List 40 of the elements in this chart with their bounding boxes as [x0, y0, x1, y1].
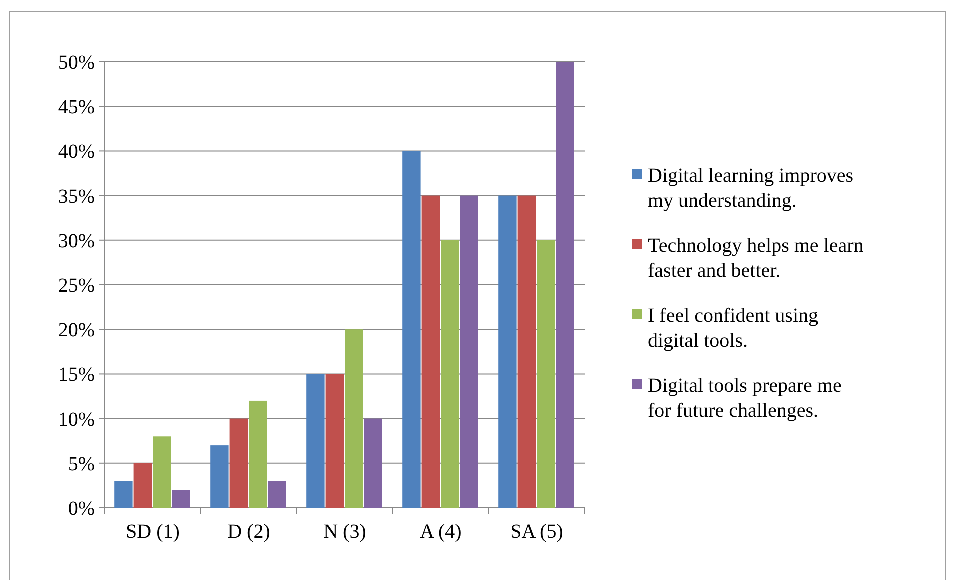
bar: [364, 418, 382, 508]
y-tick-label: 5%: [68, 453, 95, 476]
y-tick-label: 50%: [58, 52, 95, 74]
y-tick-label: 0%: [68, 498, 95, 520]
bar: [537, 240, 556, 508]
legend-label: Digital learning improves my understanding.: [648, 165, 854, 212]
bar: [422, 196, 440, 508]
bar: [556, 62, 574, 508]
y-tick-label: 35%: [58, 186, 95, 208]
y-tick-label: 15%: [58, 364, 95, 386]
legend-label: Digital tools prepare me for future challenges.: [648, 375, 842, 422]
y-tick-label: 45%: [58, 96, 95, 119]
y-tick-label: 40%: [58, 141, 95, 164]
bar: [210, 446, 229, 508]
bar: [498, 196, 517, 508]
y-tick-label: 10%: [58, 408, 95, 431]
legend-label: I feel confident using digital tools.: [648, 305, 818, 352]
bar: [326, 374, 344, 508]
x-tick-label: D (2): [228, 521, 270, 543]
bar: [441, 240, 460, 508]
bar: [230, 418, 248, 508]
bar: [153, 436, 172, 508]
bar: [402, 151, 421, 508]
bar: [306, 374, 325, 508]
x-tick-label: A (4): [420, 521, 462, 543]
bar: [114, 481, 133, 508]
x-tick-label: N (3): [324, 521, 366, 543]
x-tick-label: SA (5): [510, 521, 564, 543]
y-tick-label: 20%: [58, 320, 95, 342]
legend-label: Technology helps me learn faster and better.: [648, 235, 864, 282]
bar: [134, 463, 152, 508]
bar: [460, 196, 478, 508]
bar: [268, 481, 286, 508]
x-tick-label: SD (1): [126, 521, 180, 543]
bar: [249, 400, 268, 508]
bar: [518, 196, 536, 508]
bar: [172, 490, 190, 508]
y-tick-label: 30%: [58, 230, 95, 252]
bar: [345, 330, 364, 508]
y-tick-label: 25%: [58, 275, 95, 297]
